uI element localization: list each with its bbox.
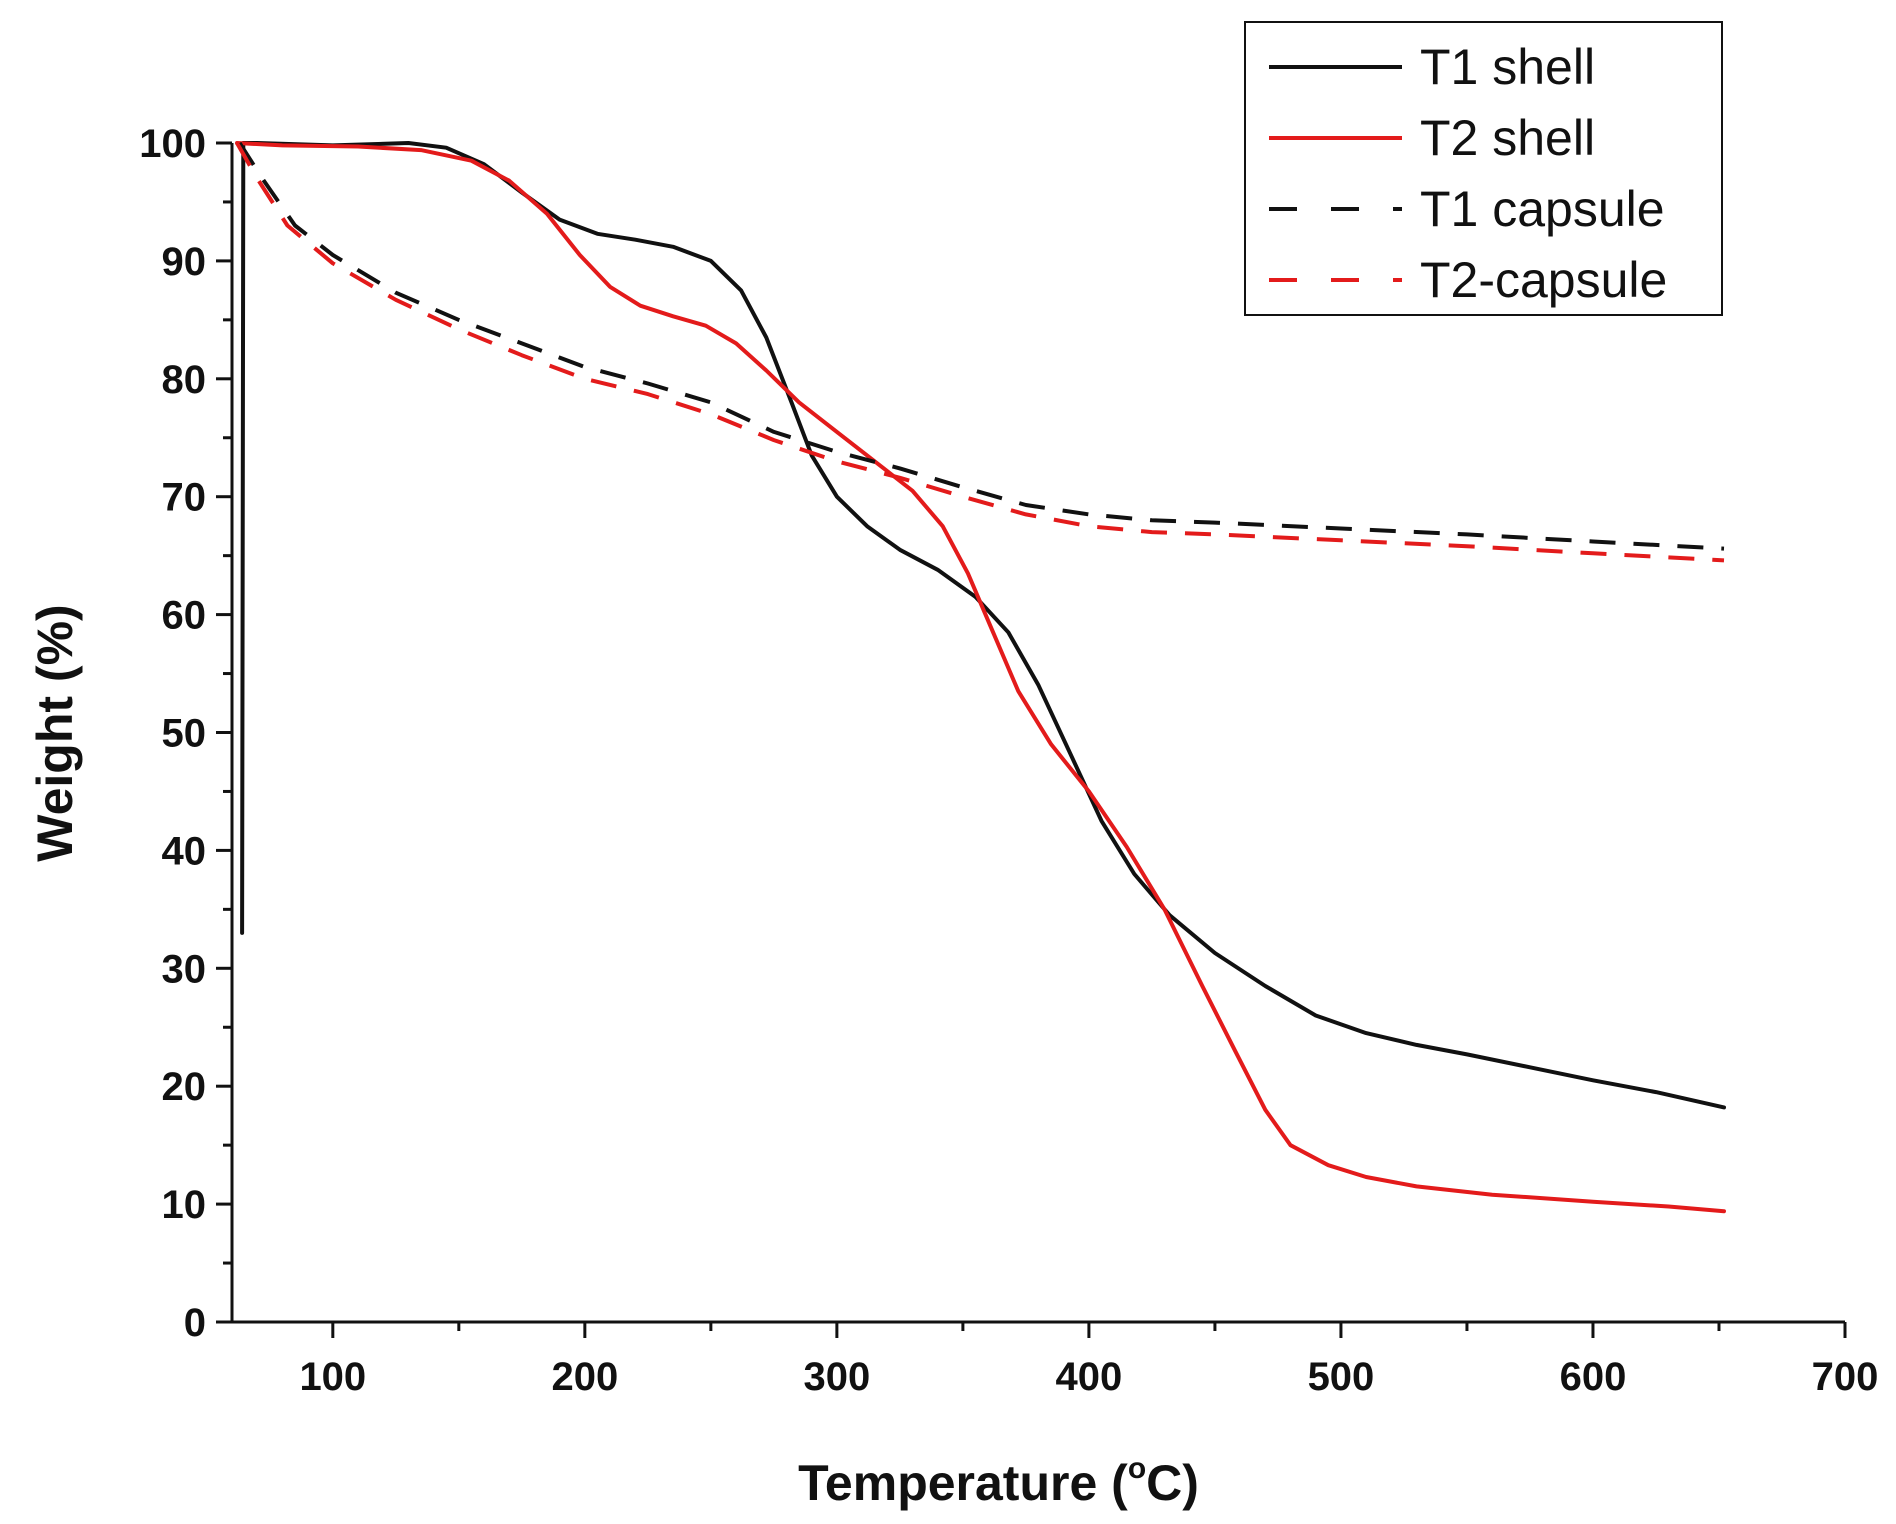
x-axis-title-main: Temperature ( xyxy=(798,1455,1128,1511)
y-tick-label: 90 xyxy=(162,240,207,284)
y-tick-label: 60 xyxy=(162,594,207,638)
x-tick-label: 400 xyxy=(1056,1355,1123,1399)
legend-label: T2 shell xyxy=(1420,110,1595,166)
legend: T1 shell T2 shell T1 capsule T2-capsule xyxy=(1244,21,1723,316)
legend-label: T2-capsule xyxy=(1420,252,1667,308)
x-tick-label: 200 xyxy=(551,1355,618,1399)
series-line-t1-capsule xyxy=(237,141,1725,551)
y-tick-label: 40 xyxy=(162,829,207,873)
series-layer xyxy=(235,141,1726,1214)
y-tick-label: 0 xyxy=(184,1301,206,1345)
axes: 0 10 20 30 40 50 60 70 80 90 100 100 200 300 400 500 600… xyxy=(139,122,1878,1399)
x-axis-title: Temperature (oC) xyxy=(798,1452,1199,1511)
x-tick-label: 500 xyxy=(1308,1355,1375,1399)
x-tick-label: 700 xyxy=(1812,1355,1879,1399)
y-tick-label: 50 xyxy=(162,712,207,756)
x-tick-label: 300 xyxy=(804,1355,871,1399)
x-axis-title-sup: o xyxy=(1128,1452,1146,1485)
y-tick-label: 10 xyxy=(162,1183,207,1227)
y-tick-label: 30 xyxy=(162,947,207,991)
y-tick-label: 100 xyxy=(139,122,206,166)
x-tick-label: 100 xyxy=(299,1355,366,1399)
series-line-t2-capsule xyxy=(235,142,1725,563)
x-tick-label: 600 xyxy=(1560,1355,1627,1399)
y-axis-title: Weight (%) xyxy=(27,604,83,861)
legend-box xyxy=(1244,21,1723,316)
legend-label: T1 shell xyxy=(1420,39,1595,95)
y-tick-label: 20 xyxy=(162,1065,207,1109)
legend-label: T1 capsule xyxy=(1420,181,1665,237)
series-line-t2-shell xyxy=(235,141,1726,1214)
y-tick-label: 80 xyxy=(162,358,207,402)
y-tick-label: 70 xyxy=(162,476,207,520)
x-axis-title-unit: C) xyxy=(1146,1455,1199,1511)
